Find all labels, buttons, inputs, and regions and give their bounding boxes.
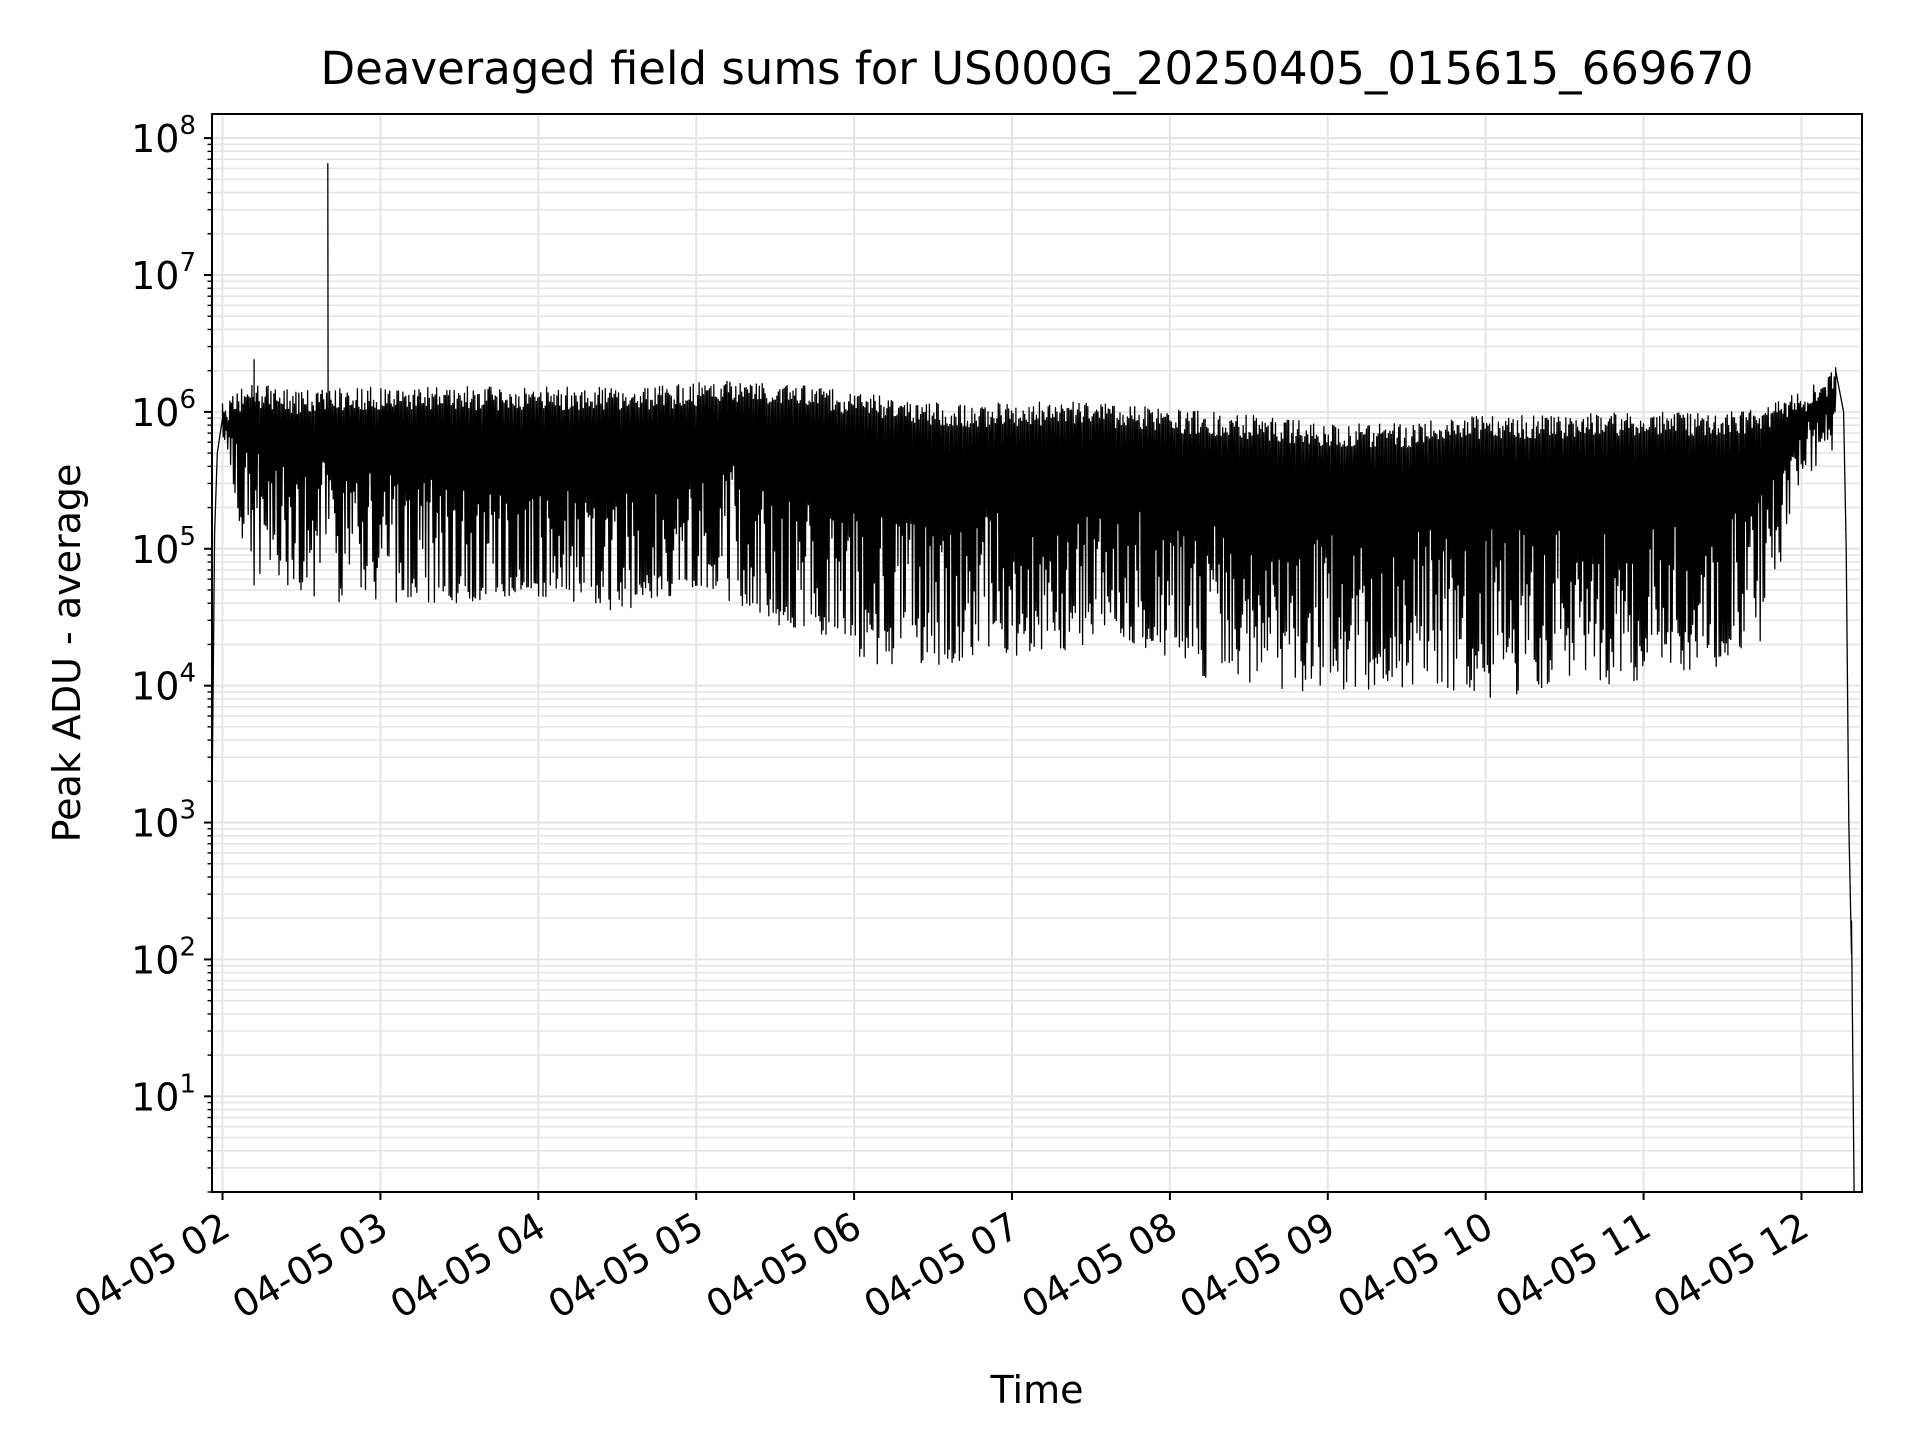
y-tick-label: 104 [131, 659, 196, 709]
x-tick-label: 04-05 02 [67, 1204, 237, 1328]
grid-layer [212, 114, 1862, 1193]
y-tick-label: 103 [131, 796, 196, 846]
x-tick-label: 04-05 08 [1014, 1204, 1184, 1328]
y-tick-label: 101 [131, 1069, 196, 1119]
y-tick-label: 108 [131, 111, 196, 161]
x-tick-label: 04-05 04 [383, 1204, 553, 1328]
plot-frame [211, 113, 1863, 1193]
y-axis-label: Peak ADU - average [45, 464, 89, 843]
x-tick-label: 04-05 03 [225, 1204, 395, 1328]
y-tick-label: 107 [131, 248, 196, 298]
x-tick-label: 04-05 06 [699, 1204, 869, 1328]
series-layer [212, 163, 1855, 1192]
x-axis-label: Time [990, 1368, 1084, 1412]
x-tick-label: 04-05 05 [541, 1204, 711, 1328]
x-tick-label: 04-05 10 [1330, 1204, 1500, 1328]
y-tick-label: 106 [131, 385, 196, 435]
x-tick-label: 04-05 07 [857, 1204, 1027, 1328]
y-tick-label: 102 [131, 932, 196, 982]
x-tick-label: 04-05 11 [1488, 1204, 1658, 1328]
x-tick-label: 04-05 09 [1172, 1204, 1342, 1328]
y-tick-label: 105 [131, 522, 196, 572]
series-line [212, 163, 1855, 1192]
x-tick-label: 04-05 12 [1646, 1204, 1816, 1328]
chart-title: Deaveraged field sums for US000G_2025040… [321, 42, 1754, 95]
